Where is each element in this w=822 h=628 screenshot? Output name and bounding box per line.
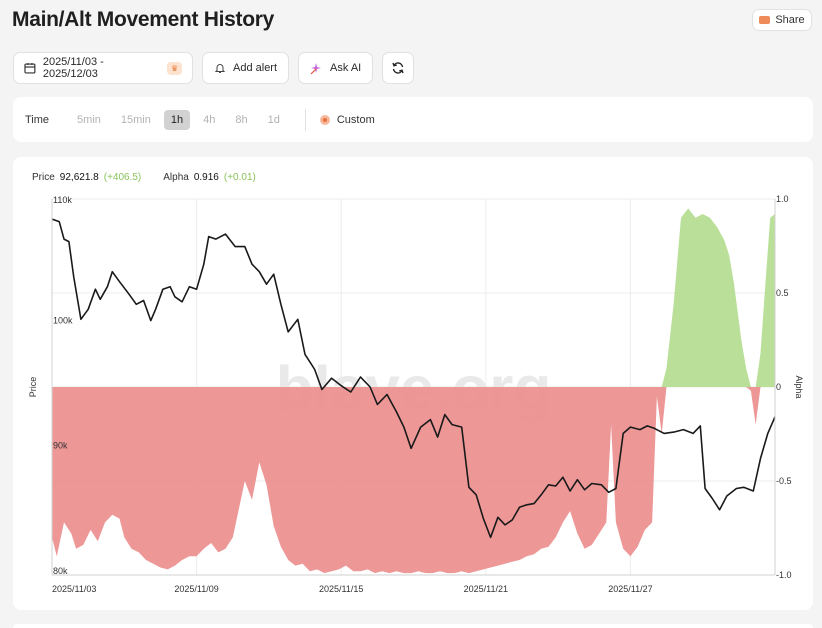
share-icon	[759, 16, 771, 24]
tab-8h[interactable]: 8h	[235, 113, 248, 126]
x-tick-label-0: 2025/11/03	[52, 584, 96, 594]
price-alpha-chart[interactable]: blave.org80k90k100k110k-1.0-0.500.51.020…	[13, 157, 813, 610]
price-alpha-readout: Price 92,621.8 (+406.5) Alpha 0.916 (+0.…	[32, 172, 256, 183]
price-value: 92,621.8	[59, 172, 99, 183]
custom-button[interactable]: Custom	[319, 113, 375, 126]
left-tick-label-1: 90k	[53, 441, 68, 451]
left-tick-label-2: 100k	[53, 315, 73, 325]
left-tick-label-3: 110k	[53, 195, 72, 205]
alpha-label: Alpha	[163, 172, 189, 183]
divider	[304, 108, 306, 131]
add-alert-label: Add alert	[233, 62, 278, 74]
toolbar: 2025/11/03 - 2025/12/03 ♛ Add alert Ask …	[13, 52, 415, 84]
chart-card: Price 92,621.8 (+406.5) Alpha 0.916 (+0.…	[13, 157, 813, 610]
x-tick-label-2: 2025/11/15	[319, 584, 363, 594]
bell-icon	[214, 64, 226, 73]
add-alert-button[interactable]: Add alert	[202, 52, 290, 84]
x-tick-label-3: 2025/11/21	[464, 584, 508, 594]
price-change: (+406.5)	[103, 172, 142, 183]
left-axis-label: Price	[28, 377, 38, 398]
timeframe-bar: Time 5min 15min 1h 4h 8h 1d Custom	[13, 97, 813, 142]
page-title: Main/Alt Movement History	[12, 8, 275, 31]
custom-icon	[319, 114, 330, 125]
crown-icon: ♛	[167, 61, 182, 75]
right-tick-label-0: -1.0	[776, 570, 792, 580]
alpha-change: (+0.01)	[223, 172, 256, 183]
tab-1h[interactable]: 1h	[163, 109, 191, 130]
tab-15min[interactable]: 15min	[120, 113, 151, 126]
share-button[interactable]: Share	[752, 9, 812, 31]
ask-ai-button[interactable]: Ask AI	[298, 52, 374, 84]
tab-1d[interactable]: 1d	[267, 113, 280, 126]
alpha-positive-area	[52, 208, 775, 387]
right-tick-label-3: 0.5	[776, 288, 789, 298]
tab-4h[interactable]: 4h	[203, 113, 216, 126]
right-tick-label-4: 1.0	[776, 194, 789, 204]
right-tick-label-1: -0.5	[776, 476, 792, 486]
tab-5min[interactable]: 5min	[77, 113, 101, 126]
ask-ai-label: Ask AI	[330, 62, 362, 74]
left-tick-label-0: 80k	[53, 566, 68, 576]
custom-label: Custom	[336, 113, 375, 126]
right-tick-label-2: 0	[776, 382, 781, 392]
refresh-icon	[392, 62, 404, 74]
alpha-negative-area	[52, 387, 775, 574]
date-range-picker[interactable]: 2025/11/03 - 2025/12/03 ♛	[13, 52, 193, 84]
ai-sparkle-icon	[310, 62, 322, 74]
right-axis-label: Alpha	[794, 375, 804, 398]
share-label: Share	[775, 14, 805, 26]
alpha-value: 0.916	[193, 172, 219, 183]
x-tick-label-4: 2025/11/27	[608, 584, 652, 594]
time-label: Time	[25, 113, 50, 126]
price-label: Price	[32, 172, 55, 183]
date-range-value: 2025/11/03 - 2025/12/03	[42, 56, 104, 80]
x-tick-label-1: 2025/11/09	[174, 584, 218, 594]
price-line	[51, 218, 776, 539]
refresh-button[interactable]	[382, 52, 415, 84]
calendar-icon	[24, 63, 36, 74]
